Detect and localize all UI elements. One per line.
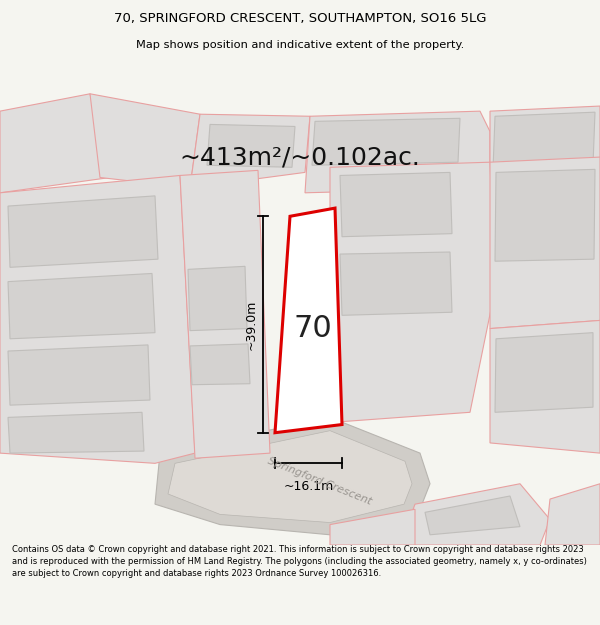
Polygon shape <box>0 176 195 463</box>
Text: ~16.1m: ~16.1m <box>283 479 334 492</box>
Text: 70, SPRINGFORD CRESCENT, SOUTHAMPTON, SO16 5LG: 70, SPRINGFORD CRESCENT, SOUTHAMPTON, SO… <box>114 12 486 25</box>
Text: 70: 70 <box>293 314 332 343</box>
Polygon shape <box>0 94 110 192</box>
Polygon shape <box>190 114 310 188</box>
Polygon shape <box>490 106 600 188</box>
Polygon shape <box>168 431 412 522</box>
Polygon shape <box>188 266 247 331</box>
Polygon shape <box>490 157 600 329</box>
Polygon shape <box>180 171 270 458</box>
Polygon shape <box>18 108 85 171</box>
Text: Contains OS data © Crown copyright and database right 2021. This information is : Contains OS data © Crown copyright and d… <box>12 545 587 578</box>
Polygon shape <box>400 484 550 545</box>
Polygon shape <box>90 94 200 188</box>
Polygon shape <box>8 196 158 268</box>
Text: ~413m²/~0.102ac.: ~413m²/~0.102ac. <box>179 145 421 169</box>
Text: Map shows position and indicative extent of the property.: Map shows position and indicative extent… <box>136 39 464 49</box>
Polygon shape <box>330 509 415 545</box>
Polygon shape <box>8 345 150 405</box>
Polygon shape <box>155 418 430 535</box>
Polygon shape <box>330 162 495 422</box>
Polygon shape <box>305 111 490 192</box>
Polygon shape <box>493 112 595 169</box>
Polygon shape <box>340 173 452 237</box>
Polygon shape <box>425 496 520 535</box>
Polygon shape <box>340 252 452 315</box>
Polygon shape <box>490 321 600 453</box>
Text: Springford Crescent: Springford Crescent <box>266 456 374 508</box>
Polygon shape <box>275 208 342 432</box>
Polygon shape <box>8 412 144 453</box>
Text: ~39.0m: ~39.0m <box>245 299 258 350</box>
Polygon shape <box>545 484 600 545</box>
Polygon shape <box>312 118 460 165</box>
Polygon shape <box>495 169 595 261</box>
Polygon shape <box>8 274 155 339</box>
Polygon shape <box>207 124 295 168</box>
Polygon shape <box>190 344 250 385</box>
Polygon shape <box>495 332 593 412</box>
